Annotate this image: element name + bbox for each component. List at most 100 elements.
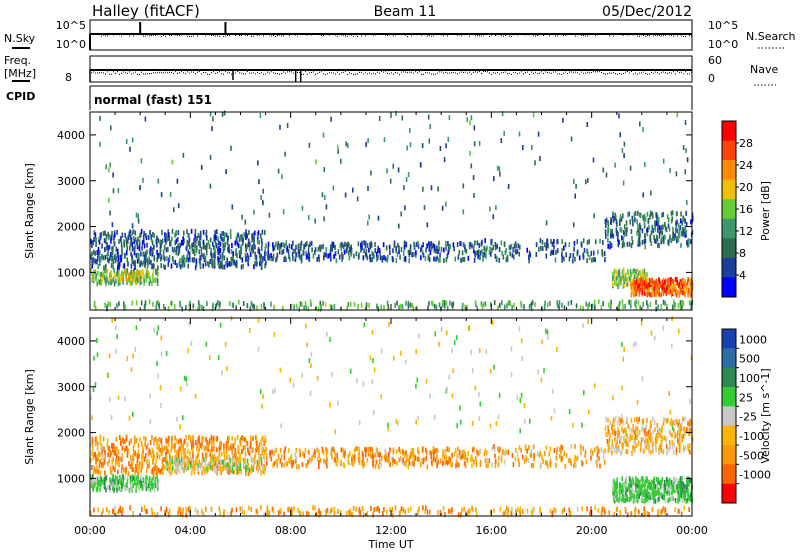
scatter-cell [504, 304, 506, 310]
scatter-cell [621, 426, 623, 432]
scatter-cell [328, 253, 331, 258]
scatter-cell [331, 454, 333, 460]
scatter-cell [681, 476, 683, 481]
scatter-cell [100, 271, 103, 277]
nsearch-point [315, 33, 316, 35]
scatter-cell [287, 249, 290, 255]
scatter-cell [438, 246, 440, 252]
nsearch-point [277, 35, 278, 37]
scatter-cell [169, 192, 172, 197]
nave-point [403, 71, 404, 73]
scatter-cell [669, 234, 671, 240]
scatter-cell [679, 476, 682, 482]
scatter-cell [107, 250, 109, 256]
nsearch-point [393, 35, 394, 37]
scatter-cell [676, 279, 678, 285]
scatter-cell [94, 451, 96, 457]
scatter-cell [422, 242, 424, 248]
scatter-cell [123, 448, 126, 454]
scatter-cell [497, 305, 499, 311]
scatter-cell [248, 450, 250, 455]
scatter-cell [370, 506, 372, 511]
scatter-cell [672, 278, 674, 284]
scatter-cell [297, 507, 299, 513]
scatter-cell [228, 463, 230, 469]
scatter-cell [372, 457, 375, 463]
scatter-cell [646, 292, 649, 298]
nsearch-point [459, 34, 460, 36]
scatter-cell [231, 435, 233, 441]
nsearch-point [243, 33, 244, 35]
scatter-cell [658, 450, 660, 455]
scatter-cell [585, 301, 588, 307]
nave-point [99, 72, 100, 74]
scatter-cell [148, 259, 151, 265]
nave-point [411, 71, 412, 73]
scatter-cell [419, 247, 422, 253]
scatter-cell [314, 505, 316, 511]
scatter-cell [193, 257, 196, 262]
scatter-cell [174, 260, 177, 265]
scatter-cell [120, 242, 123, 248]
scatter-cell [655, 282, 658, 288]
scatter-cell [663, 277, 665, 283]
scatter-cell [611, 450, 613, 456]
scatter-cell [459, 241, 461, 246]
scatter-cell [260, 436, 263, 442]
nave-point [331, 72, 332, 74]
scatter-cell [677, 481, 680, 487]
scatter-cell [637, 440, 640, 446]
scatter-cell [686, 287, 688, 293]
scatter-cell [237, 461, 240, 467]
scatter-cell [166, 446, 168, 452]
nsky-panel: N.Sky 10^5 10^0 10^5 10^0 N.Search [4, 19, 796, 51]
scatter-cell [663, 239, 665, 244]
scatter-cell [443, 258, 445, 264]
scatter-cell [126, 449, 129, 455]
scatter-cell [272, 463, 274, 468]
scatter-cell [183, 438, 186, 444]
nave-point [123, 71, 124, 73]
nsearch-point [181, 34, 182, 36]
scatter-cell [634, 482, 637, 488]
scatter-cell [609, 420, 611, 426]
scatter-cell [202, 263, 205, 269]
scatter-cell [173, 207, 175, 213]
nave-point [589, 72, 590, 74]
scatter-cell [300, 240, 303, 246]
scatter-cell [656, 484, 658, 490]
nsearch-point [329, 34, 330, 36]
nsearch-point [405, 34, 406, 36]
scatter-cell [230, 464, 232, 470]
scatter-cell [413, 241, 415, 247]
power-cbar-swatch [722, 199, 736, 220]
nsearch-point [491, 34, 492, 36]
scatter-cell [92, 446, 94, 452]
scatter-cell [300, 258, 303, 264]
scatter-cell [402, 457, 404, 463]
nave-point [455, 72, 456, 74]
scatter-cell [519, 506, 522, 512]
scatter-cell [633, 280, 636, 286]
scatter-cell [469, 508, 471, 514]
nsearch-point [645, 35, 646, 37]
scatter-cell [670, 238, 673, 244]
nsearch-point [553, 33, 554, 35]
scatter-cell [281, 462, 283, 468]
nsearch-point [421, 34, 422, 36]
scatter-cell [544, 242, 546, 248]
scatter-cell [633, 274, 636, 280]
scatter-cell [114, 253, 117, 258]
scatter-cell [168, 235, 170, 241]
scatter-cell [418, 450, 420, 456]
scatter-cell [495, 245, 497, 251]
scatter-cell [150, 246, 152, 252]
scatter-cell [387, 254, 389, 260]
nsearch-point [225, 35, 226, 37]
scatter-cell [250, 464, 253, 470]
scatter-cell [678, 483, 681, 489]
scatter-cell [539, 238, 542, 244]
scatter-cell [199, 230, 202, 236]
scatter-cell [607, 428, 610, 434]
nave-point [289, 71, 290, 73]
